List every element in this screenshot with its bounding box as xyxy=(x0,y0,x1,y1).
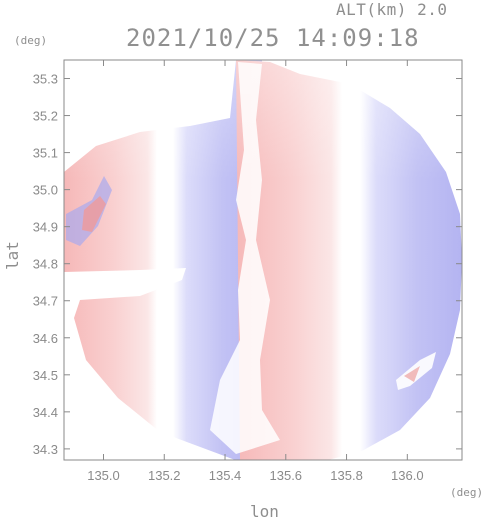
y-tick-label: 34.6 xyxy=(33,331,58,346)
x-tick-label: 135.2 xyxy=(148,468,181,483)
y-tick-label: 34.7 xyxy=(33,294,58,309)
x-tick-label: 135.4 xyxy=(209,468,242,483)
x-axis-ticks: 135.0 135.2 135.4 135.6 135.8 136.0 xyxy=(87,60,424,483)
y-tick-label: 34.8 xyxy=(33,257,58,272)
timestamp-title: 2021/10/25 14:09:18 xyxy=(126,24,420,52)
echo-field xyxy=(64,60,462,460)
x-axis-label: lon xyxy=(250,502,279,521)
y-axis-unit: (deg) xyxy=(14,34,48,47)
x-tick-label: 135.6 xyxy=(270,468,303,483)
y-tick-label: 34.4 xyxy=(33,405,58,420)
y-tick-label: 35.2 xyxy=(33,109,58,124)
altitude-label: ALT(km) 2.0 xyxy=(336,0,448,19)
zero-velocity-strip xyxy=(210,62,280,454)
y-tick-label: 34.3 xyxy=(33,442,58,457)
x-tick-label: 135.0 xyxy=(87,468,120,483)
y-tick-label: 35.3 xyxy=(33,72,58,87)
plot-frame xyxy=(63,59,463,461)
y-tick-label: 34.5 xyxy=(33,368,58,383)
x-tick-label: 136.0 xyxy=(391,468,424,483)
x-tick-label: 135.8 xyxy=(330,468,363,483)
x-axis-unit: (deg) xyxy=(450,486,484,499)
y-tick-label: 34.9 xyxy=(33,220,58,235)
y-axis-ticks: 35.3 35.2 35.1 35.0 34.9 34.8 34.7 34.6 34.5 34.4… xyxy=(33,72,462,457)
y-tick-label: 35.1 xyxy=(33,146,58,161)
y-tick-label: 35.0 xyxy=(33,183,58,198)
